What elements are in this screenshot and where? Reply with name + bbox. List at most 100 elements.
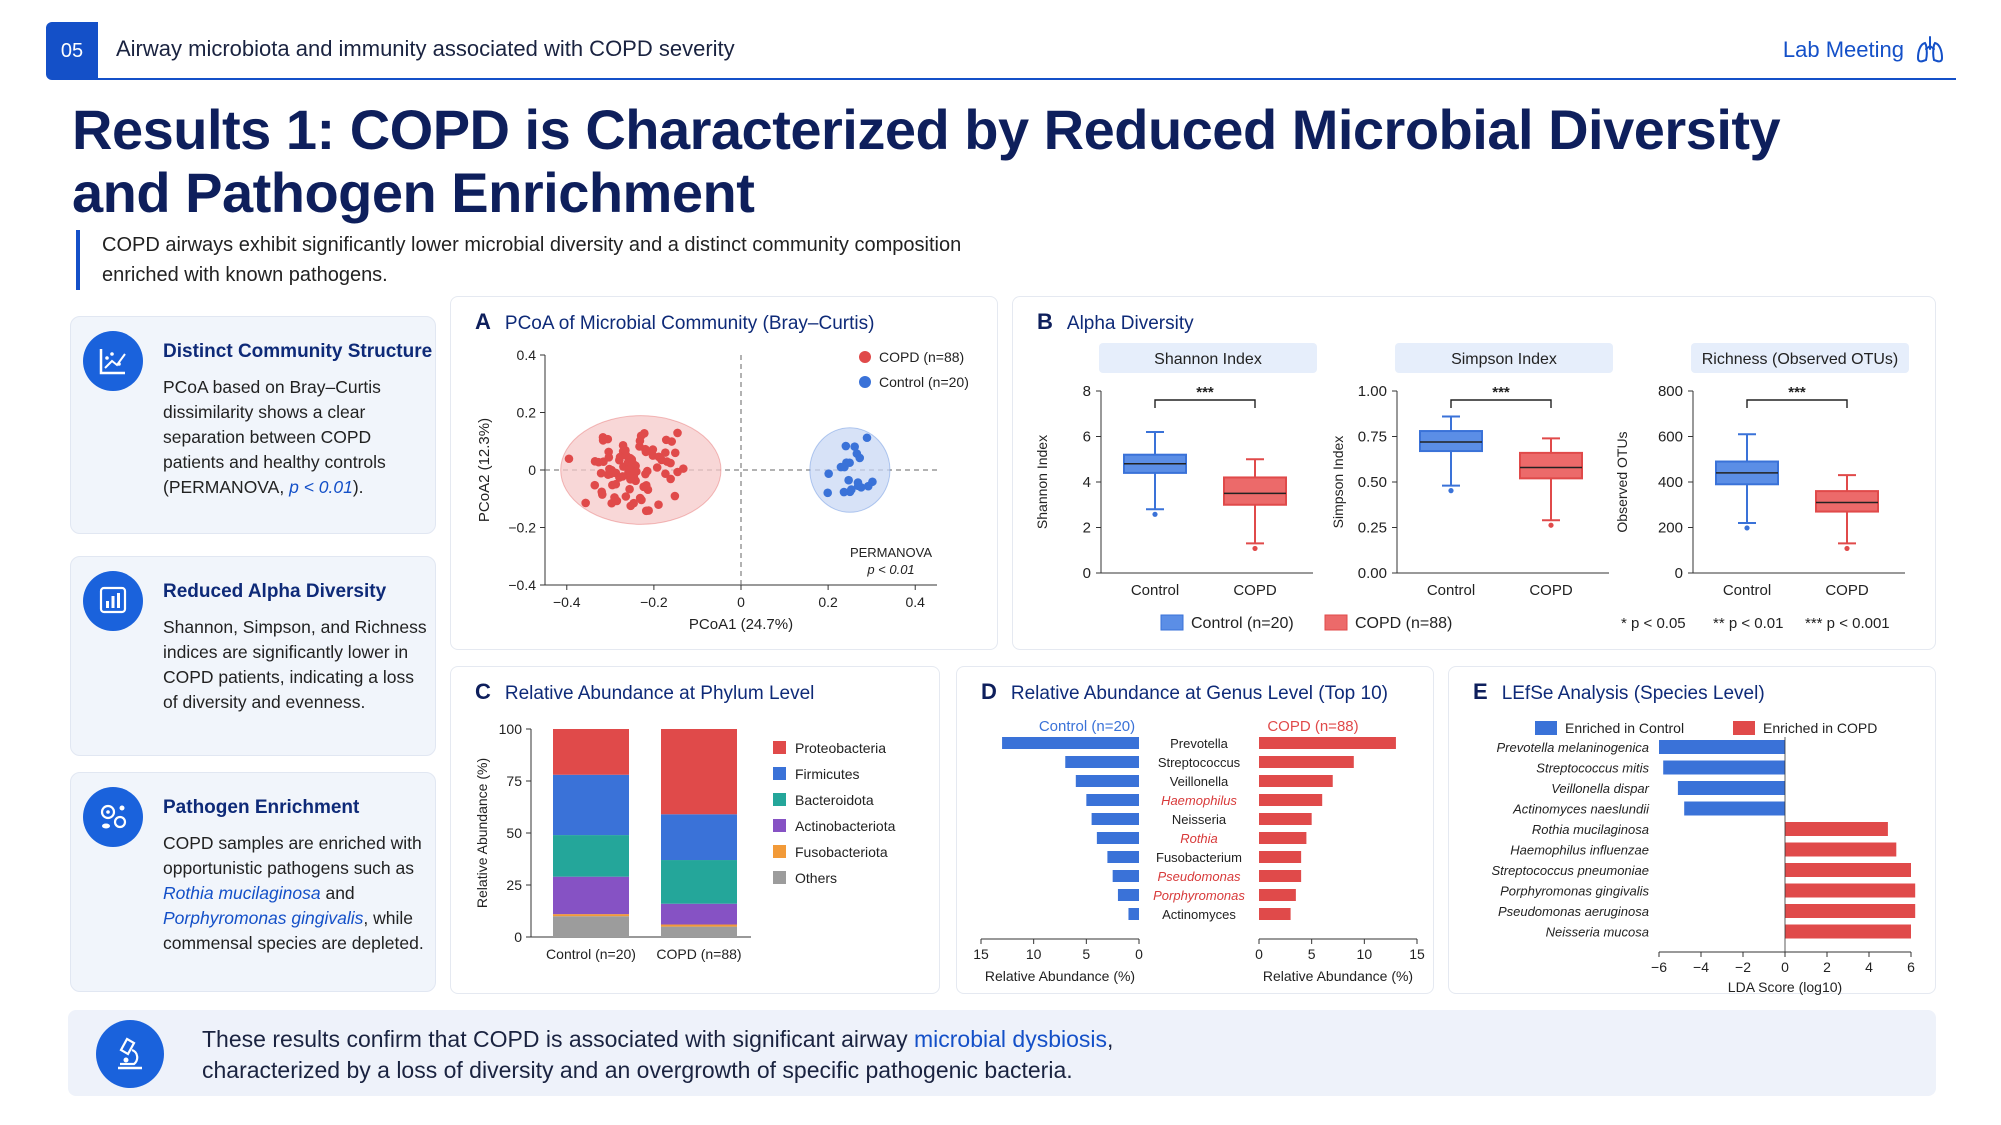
data-point [564,454,574,464]
stacked-segment [553,876,629,915]
x-tick-label: −2 [1735,959,1751,975]
card-title: Reduced Alpha Diversity [163,581,387,602]
x-tick-label: 0 [1781,959,1789,975]
lda-bar [1785,883,1916,898]
data-point [845,458,854,468]
data-point [621,492,631,501]
species-label: Porphyromonas gingivalis [1500,884,1649,899]
panel-title: B Alpha Diversity [1037,309,1194,334]
outlier-point [1744,525,1750,531]
y-tick-label: 0.75 [1358,429,1387,446]
box-title-bg [1395,343,1613,373]
copd-bar [1259,794,1323,806]
copd-bar [1259,775,1333,787]
species-label: Streptococcus pneumoniae [1491,863,1649,878]
data-point [632,467,641,476]
x-tick-label: 0 [1255,946,1263,962]
copd-bar [1259,737,1396,749]
data-point [661,435,671,445]
control-bar [1107,851,1139,863]
y-tick-label: −0.2 [508,520,536,536]
card-alpha-diversity: Reduced Alpha Diversity Shannon, Simpson… [70,556,436,756]
data-point [635,436,645,446]
box-title-bg [1099,343,1317,373]
category-label: Control [1723,582,1771,599]
x-axis-label: LDA Score (log10) [1728,979,1842,995]
outlier-point [1252,545,1258,552]
significance-stars: *** [1196,384,1214,401]
data-point [644,506,653,515]
slide-topic: Airway microbiota and immunity associate… [116,36,735,61]
control-bar [1086,794,1139,806]
legend-label: Fusobacteriota [795,844,888,860]
significance-note: ** p < 0.01 [1713,615,1783,632]
box-title-bg [1691,343,1909,373]
species-label: Neisseria mucosa [1546,925,1649,940]
stacked-segment [661,903,737,925]
control-bar [1065,756,1139,768]
box [1223,476,1287,506]
stacked-segment [661,924,737,927]
legend-marker [773,767,786,780]
category-label: Control (n=20) [546,946,636,962]
data-point [666,458,675,468]
right-group-title: COPD (n=88) [1267,718,1358,735]
box-title: Simpson Index [1451,351,1557,368]
box-title: Shannon Index [1154,351,1262,368]
permanova-pvalue: p < 0.01 [866,562,914,577]
x-tick-label: 0.4 [905,594,925,610]
data-point [648,445,658,454]
legend-label: Enriched in Control [1565,720,1684,736]
data-point [853,478,863,487]
card-pathogen-enrichment: Pathogen Enrichment COPD samples are enr… [70,772,436,992]
legend-marker [773,871,786,884]
subtitle-line-2: enriched with known pathogens. [102,264,388,286]
stacked-segment [553,914,629,917]
y-tick-label: 400 [1658,474,1683,491]
phylum-chart: 0 25 50 75 100 Relative Abundance (%) Control … [474,721,896,962]
copd-bar [1259,832,1307,844]
data-point [863,481,873,491]
y-tick-label: 25 [506,877,522,893]
panel-b-alpha-diversity: B Alpha Diversity Shannon Index 0 2 4 6 8 Shann… [1012,296,1936,650]
y-tick-label: 75 [506,773,522,789]
x-tick-label: −4 [1693,959,1709,975]
data-point [625,484,634,494]
card-title: Pathogen Enrichment [163,797,360,818]
data-point [661,469,670,479]
legend-marker [1535,721,1557,735]
genus-chart: Control (n=20) COPD (n=88) Prevotella Strep… [973,718,1425,984]
data-point [604,447,613,457]
data-point [670,491,680,501]
lda-bar [1785,863,1911,877]
y-tick-label: 0.25 [1358,520,1387,537]
lda-bar [1785,904,1916,918]
outlier-point [1844,545,1850,552]
lda-bar [1785,822,1888,836]
data-point [641,447,651,457]
x-tick-label: 2 [1823,959,1831,975]
data-point [606,469,615,479]
data-point [642,481,651,490]
legend-label: Enriched in COPD [1763,720,1877,736]
data-point [847,485,856,494]
category-label: COPD [1825,582,1869,599]
panel-title: D Relative Abundance at Genus Level (Top … [981,679,1388,704]
card-community-structure: Distinct Community Structure PCoA based … [70,316,436,534]
lab-meeting-text: Lab Meeting [1782,37,1904,62]
category-label: COPD [1529,582,1573,599]
data-point [670,448,680,458]
y-tick-label: 1.00 [1358,383,1387,400]
stacked-segment [661,926,737,937]
x-tick-label: 0 [1135,946,1143,962]
y-tick-label: 0 [528,462,536,478]
box [1519,451,1583,480]
species-label: Veillonella dispar [1551,781,1649,796]
data-point [673,428,682,438]
data-point [612,496,622,506]
legend-marker [859,351,871,363]
species-label: Actinomyces naeslundii [1512,802,1650,817]
y-axis-label: Simpson Index [1330,436,1346,529]
genus-label: Streptococcus [1158,755,1241,770]
control-bar [1112,870,1139,882]
